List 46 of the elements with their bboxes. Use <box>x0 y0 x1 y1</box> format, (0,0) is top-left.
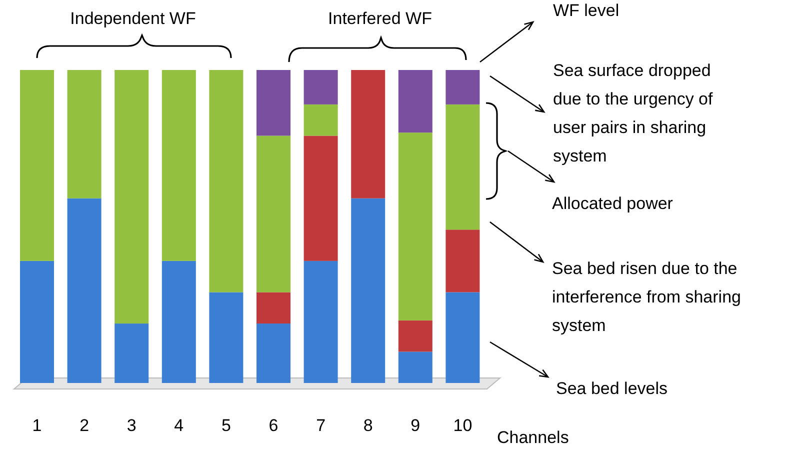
x-tick-label: 2 <box>80 416 90 435</box>
x-axis-title: Channels <box>497 428 569 447</box>
text: Sea bed risen due to the interference from sharing system <box>552 259 741 335</box>
x-tick-label: 5 <box>221 416 231 435</box>
bar <box>304 70 338 104</box>
text: Independent WF <box>70 9 196 28</box>
x-tick-label: 7 <box>316 416 326 435</box>
bar <box>209 70 244 292</box>
bar <box>446 230 480 292</box>
bar <box>351 70 386 198</box>
x-tick-label: 10 <box>453 416 472 435</box>
bar <box>209 292 244 383</box>
bar <box>20 70 54 261</box>
bar <box>114 70 149 324</box>
x-tick-label: 6 <box>268 416 278 435</box>
text: Allocated power <box>552 194 674 213</box>
bar <box>304 136 338 261</box>
bar <box>20 260 54 383</box>
x-tick-label: 9 <box>410 416 420 435</box>
bar <box>256 70 290 136</box>
bar <box>256 136 290 292</box>
x-tick-label: 3 <box>126 416 136 435</box>
bar <box>162 260 196 383</box>
bar <box>446 104 480 230</box>
bar <box>114 324 149 383</box>
bar <box>304 260 338 383</box>
text: Interfered WF <box>328 9 432 28</box>
bar <box>162 70 196 261</box>
bar <box>398 132 432 320</box>
bar <box>398 70 432 133</box>
text: Sea surface dropped due to the urgency of user pairs in sharing system <box>553 61 713 166</box>
bar <box>446 70 480 104</box>
x-tick-label: 4 <box>174 416 184 435</box>
text: WF level <box>553 1 620 20</box>
text: Sea bed levels <box>556 379 668 398</box>
x-tick-label: 8 <box>363 416 373 435</box>
bar <box>398 352 432 383</box>
bar <box>256 292 290 324</box>
bar <box>398 320 432 352</box>
bar <box>446 292 480 383</box>
bar <box>67 198 102 383</box>
bar <box>304 104 338 136</box>
bar <box>351 198 386 383</box>
bar <box>67 70 102 198</box>
x-tick-label: 1 <box>32 416 42 435</box>
bar <box>256 324 290 383</box>
